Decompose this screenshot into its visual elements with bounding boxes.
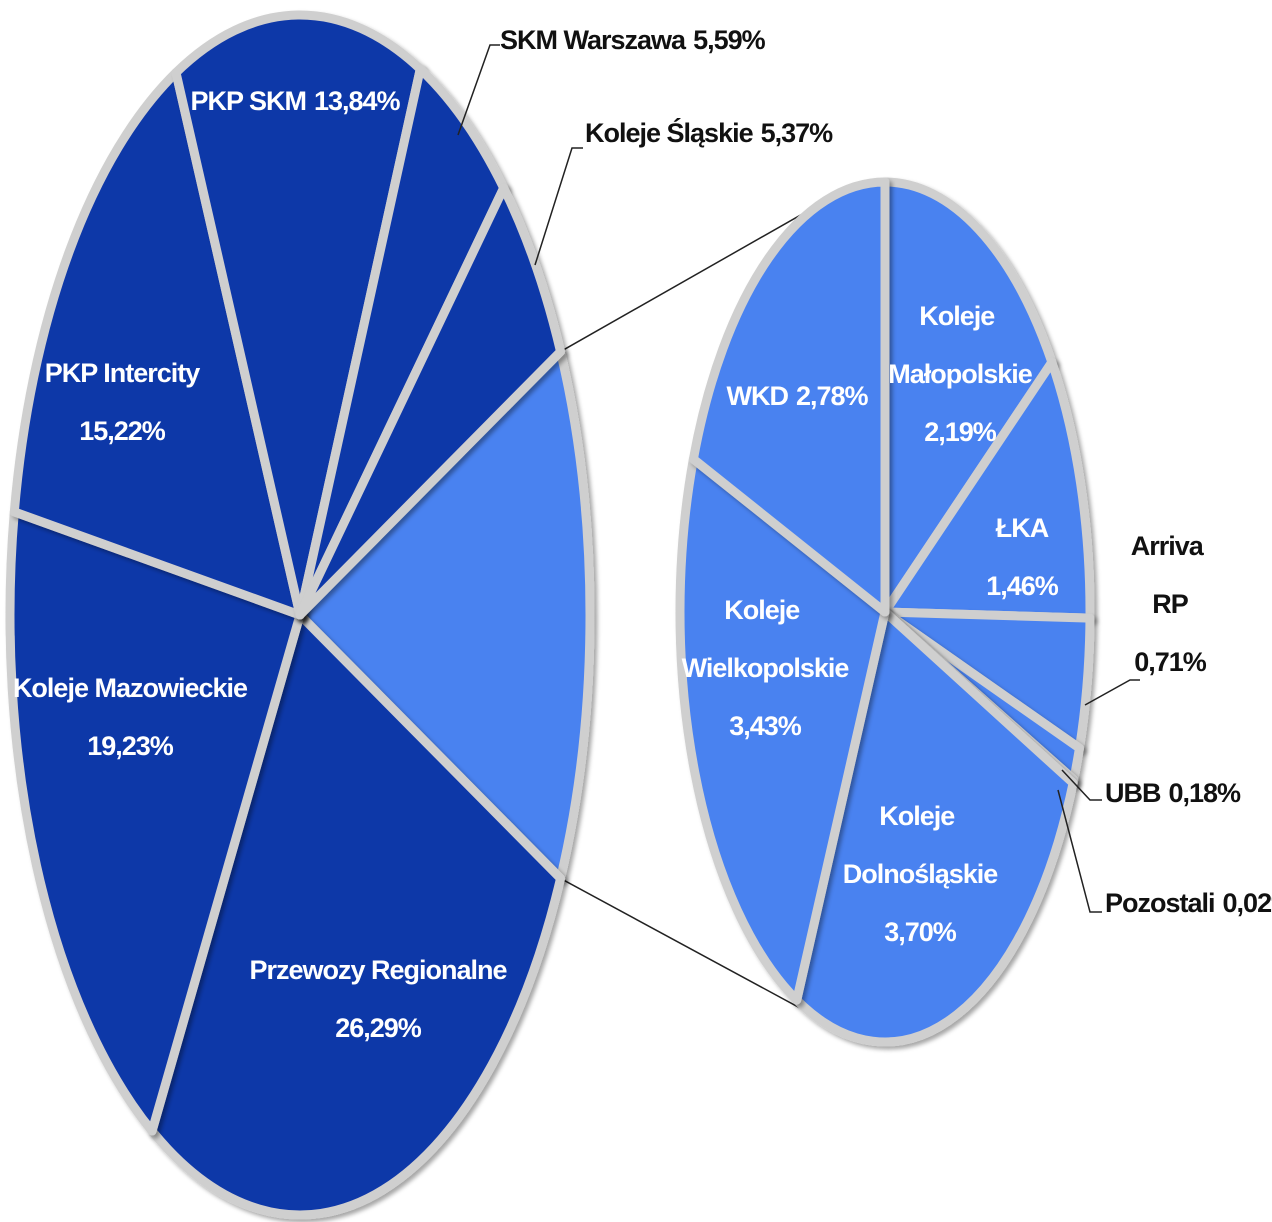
connector-line (560, 877, 816, 1017)
value-label: 3,70% (884, 917, 957, 947)
category-label: SKM Warszawa (500, 25, 687, 55)
leader-line (1057, 789, 1102, 913)
category-label: Pozostali (1105, 888, 1215, 918)
value-label: 13,84% (314, 86, 401, 116)
data-label: Pozostali 0,02% (1105, 888, 1272, 918)
pie-slice (880, 177, 1057, 617)
value-label: 5,37% (761, 118, 834, 148)
pie-slice (5, 507, 305, 1136)
value-label: 0,02% (1223, 888, 1272, 918)
category-label: Arriva RP (1131, 531, 1210, 619)
pie-slice (295, 347, 595, 883)
pie-slice (880, 357, 1095, 623)
value-label: 0,18% (1169, 778, 1242, 808)
value-label: 26,29% (335, 1013, 422, 1043)
leader-line (534, 147, 583, 266)
pie-slice (688, 177, 890, 617)
pie-slice (792, 607, 1078, 1047)
category-label: Koleje Mazowieckie (13, 673, 248, 703)
leader-line (457, 44, 500, 136)
value-label: 5,59% (693, 25, 766, 55)
pie-slice (147, 610, 566, 1220)
category-label: ŁKA (996, 513, 1049, 543)
data-label: PKP SKM 13,84% (190, 86, 400, 116)
value-label: 2,19% (924, 417, 997, 447)
pie-slice (675, 454, 890, 1005)
category-label: PKP SKM (190, 86, 306, 116)
data-label: WKD 2,78% (726, 381, 868, 411)
category-label: WKD (726, 381, 788, 411)
value-label: 0,71% (1134, 647, 1207, 677)
category-label: Koleje Dolnośląskie (843, 801, 999, 889)
value-label: 15,22% (79, 416, 166, 446)
value-label: 19,23% (87, 731, 174, 761)
leader-line (1084, 679, 1140, 706)
category-label: Koleje Małopolskie (888, 301, 1033, 389)
connector-line (560, 202, 823, 353)
value-label: 2,78% (796, 381, 869, 411)
pie-slice (171, 10, 425, 620)
category-label: Koleje Śląskie (585, 117, 754, 148)
data-label: SKM Warszawa 5,59% (500, 25, 766, 55)
data-label: Koleje Śląskie 5,37% (585, 117, 833, 148)
category-label: Przewozy Regionalne (249, 955, 507, 985)
value-label: 3,43% (729, 711, 802, 741)
category-label: UBB (1105, 778, 1161, 808)
category-label: PKP Intercity (45, 358, 201, 388)
pie-slice (295, 64, 509, 620)
value-label: 1,46% (986, 571, 1059, 601)
leader-line (1061, 769, 1102, 801)
data-label: UBB 0,18% (1105, 778, 1241, 808)
category-label: Koleje Wielkopolskie (682, 595, 850, 683)
pie-slice (9, 68, 305, 620)
